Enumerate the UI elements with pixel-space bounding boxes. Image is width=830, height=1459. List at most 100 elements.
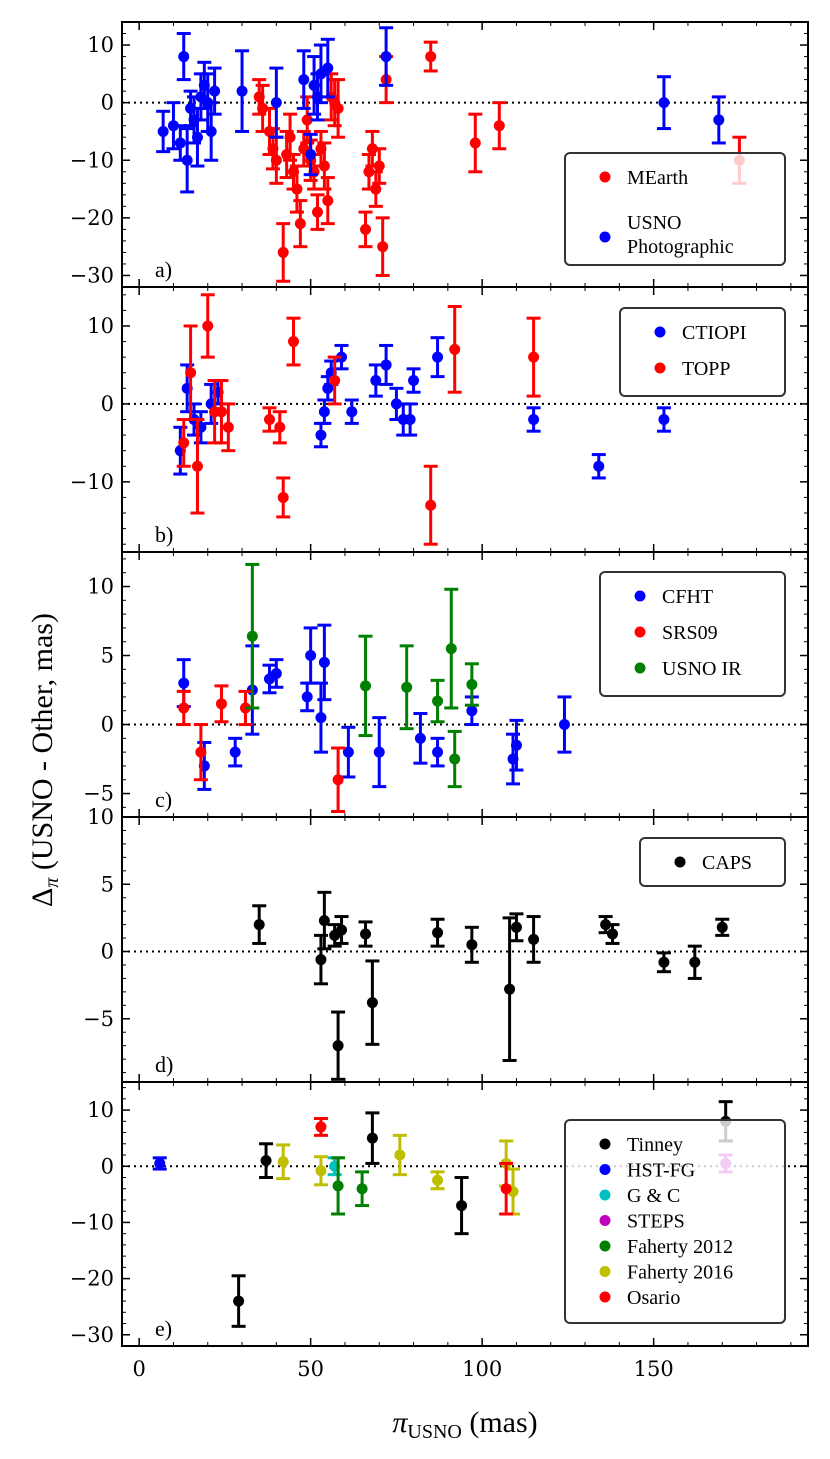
marker <box>222 421 234 433</box>
x-tick-label: 50 <box>297 1357 324 1381</box>
data-point <box>252 904 267 945</box>
marker <box>253 919 265 931</box>
data-point <box>368 170 383 208</box>
marker <box>445 643 457 655</box>
marker <box>318 915 330 927</box>
legend-box <box>564 1119 786 1324</box>
marker <box>493 120 505 132</box>
legend-marker <box>599 1240 611 1252</box>
marker <box>263 414 275 425</box>
marker <box>466 679 478 690</box>
legend-label: Osario <box>627 1287 680 1309</box>
x-tick-label: 100 <box>462 1357 502 1381</box>
marker <box>449 343 461 355</box>
series-faherty-2012 <box>331 1156 370 1216</box>
marker <box>432 927 444 939</box>
data-point <box>245 562 260 710</box>
marker <box>425 51 437 63</box>
marker <box>425 499 437 511</box>
marker <box>713 114 725 126</box>
data-point <box>365 959 380 1046</box>
panel-label: a) <box>155 257 172 282</box>
marker <box>466 939 478 951</box>
marker <box>528 351 540 363</box>
panel-label: e) <box>155 1316 172 1341</box>
y-tick-label: 5 <box>101 644 114 668</box>
y-tick-label: 0 <box>101 392 114 416</box>
data-points <box>173 293 671 546</box>
data-point <box>313 421 328 449</box>
y-tick-label: 0 <box>101 713 114 737</box>
data-point <box>320 37 335 99</box>
data-point <box>375 216 390 277</box>
marker <box>689 956 701 968</box>
marker <box>277 246 289 258</box>
data-point <box>156 109 171 154</box>
data-point <box>711 95 726 145</box>
marker <box>229 746 241 758</box>
marker <box>277 491 289 503</box>
legend-marker <box>674 856 686 868</box>
legend-label: Tinney <box>627 1134 683 1156</box>
x-axis-label-unit: (mas) <box>462 1406 538 1439</box>
data-point <box>379 26 394 87</box>
x-axis-label-main: π <box>392 1406 408 1439</box>
data-point <box>403 402 418 437</box>
y-tick-label: 10 <box>87 1098 114 1122</box>
legend-label: SRS09 <box>662 622 718 644</box>
data-point <box>334 915 349 945</box>
marker <box>181 154 193 166</box>
legend-box <box>599 571 786 697</box>
marker <box>360 680 372 692</box>
data-point <box>173 124 188 162</box>
legend-marker <box>599 1138 611 1150</box>
legend: CTIOPI TOPP <box>619 307 786 397</box>
legend: CFHT SRS09 USNO IR <box>599 571 786 697</box>
marker <box>404 414 416 425</box>
data-point <box>303 132 318 177</box>
marker <box>370 183 382 195</box>
data-point <box>464 925 479 964</box>
marker <box>274 421 286 433</box>
legend-marker <box>599 231 611 243</box>
legend-marker <box>634 626 646 638</box>
marker <box>191 131 203 143</box>
legend-marker <box>599 1189 611 1201</box>
data-point <box>454 1175 469 1236</box>
marker <box>329 375 341 387</box>
series-ctiopi <box>173 336 671 480</box>
legend-marker <box>599 171 611 183</box>
data-point <box>358 210 373 249</box>
y-tick-label: 10 <box>87 314 114 338</box>
marker <box>336 924 348 936</box>
marker <box>301 691 313 703</box>
marker <box>318 160 330 172</box>
marker <box>318 406 330 418</box>
marker <box>360 223 372 235</box>
marker <box>414 732 426 744</box>
marker <box>322 195 334 207</box>
marker <box>342 746 354 758</box>
data-point <box>293 199 308 249</box>
series-topp <box>176 293 541 546</box>
marker <box>606 928 618 940</box>
data-points <box>156 26 747 283</box>
panel-label: c) <box>155 787 172 812</box>
data-point <box>492 101 507 151</box>
data-point <box>296 129 311 168</box>
marker <box>178 437 190 449</box>
data-point <box>687 944 702 980</box>
marker <box>528 933 540 945</box>
marker <box>658 97 670 109</box>
panels: 10 0 −10 −20 −30 a) MEarth USNO Photographic 10 0 −… <box>70 21 809 1347</box>
panel-e: 10 0 −10 −20 −30 e) Tinney HST-FG G & C STEPS Fahe… <box>70 1081 809 1347</box>
y-tick-label: −10 <box>70 148 114 172</box>
y-tick-label: 5 <box>101 872 114 896</box>
marker <box>260 1155 272 1167</box>
data-point <box>317 623 332 702</box>
data-point <box>204 101 219 162</box>
legend-label: HST-FG <box>627 1160 695 1182</box>
marker <box>178 51 190 63</box>
marker <box>315 1121 327 1133</box>
marker <box>380 51 392 63</box>
